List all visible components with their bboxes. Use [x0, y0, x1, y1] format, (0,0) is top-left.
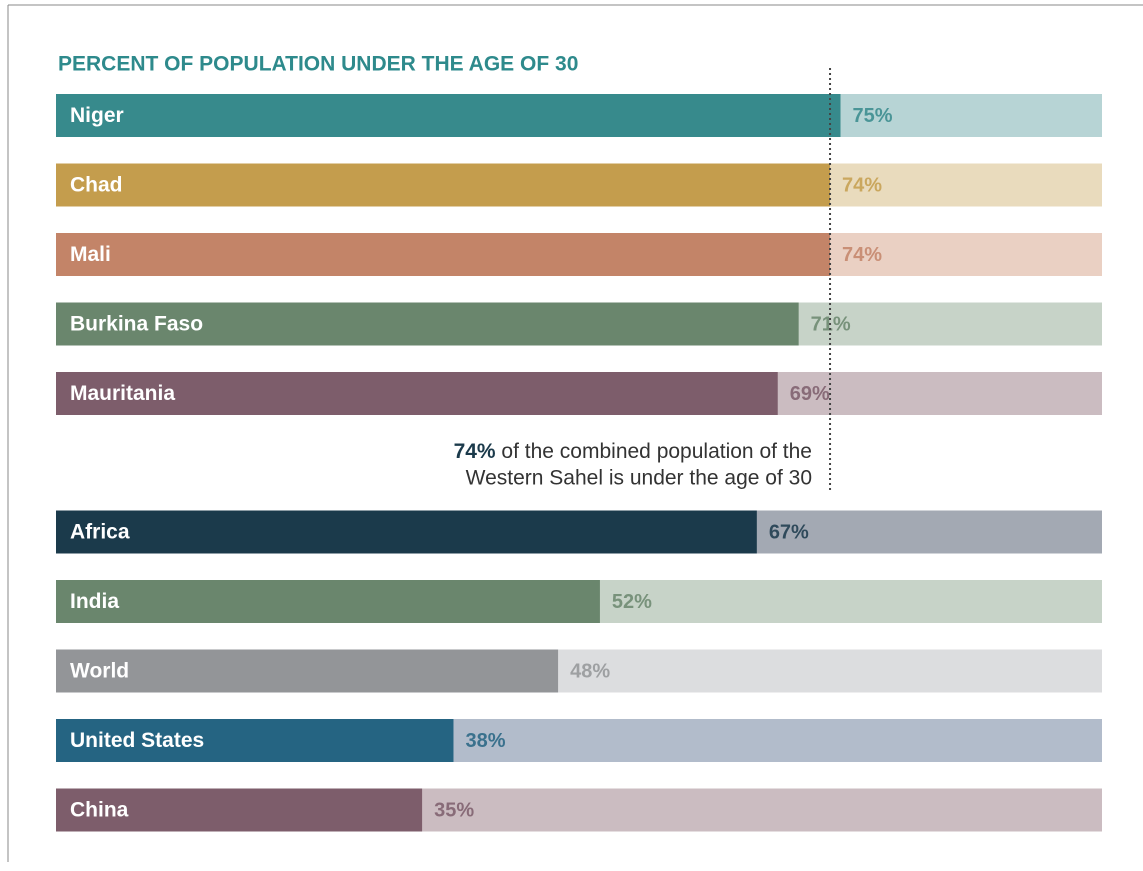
category-label: Niger — [70, 104, 124, 127]
category-label: Mali — [70, 243, 111, 266]
category-label: Chad — [70, 174, 123, 197]
reference-value: 74% — [454, 440, 496, 463]
category-label: United States — [70, 729, 204, 752]
category-label: India — [70, 590, 119, 613]
category-label: Burkina Faso — [70, 313, 203, 336]
value-label: 75% — [853, 105, 893, 127]
value-label: 69% — [790, 383, 830, 405]
bar — [56, 372, 778, 415]
bar — [56, 94, 841, 137]
bar — [56, 788, 423, 832]
bar — [56, 580, 600, 623]
reference-note: Western Sahel is under the age of 30 — [466, 467, 812, 490]
chart-title: PERCENT OF POPULATION UNDER THE AGE OF 3… — [58, 53, 578, 76]
bar — [56, 163, 831, 207]
category-label: World — [70, 660, 129, 683]
category-label: Mauritania — [70, 382, 175, 405]
bar — [56, 719, 454, 762]
value-label: 38% — [465, 730, 505, 752]
reference-note: 74% of the combined population of the — [454, 440, 812, 463]
value-label: 67% — [769, 521, 809, 543]
category-label: China — [70, 799, 129, 822]
bar — [56, 302, 799, 346]
bar — [56, 649, 559, 693]
value-label: 74% — [842, 244, 882, 266]
value-label: 74% — [842, 174, 882, 196]
bar — [56, 510, 757, 554]
value-label: 48% — [570, 660, 610, 682]
category-label: Africa — [70, 521, 130, 544]
bar — [56, 233, 831, 276]
value-label: 35% — [434, 799, 474, 821]
reference-text: of the combined population of the — [496, 440, 812, 463]
value-label: 52% — [612, 591, 652, 613]
